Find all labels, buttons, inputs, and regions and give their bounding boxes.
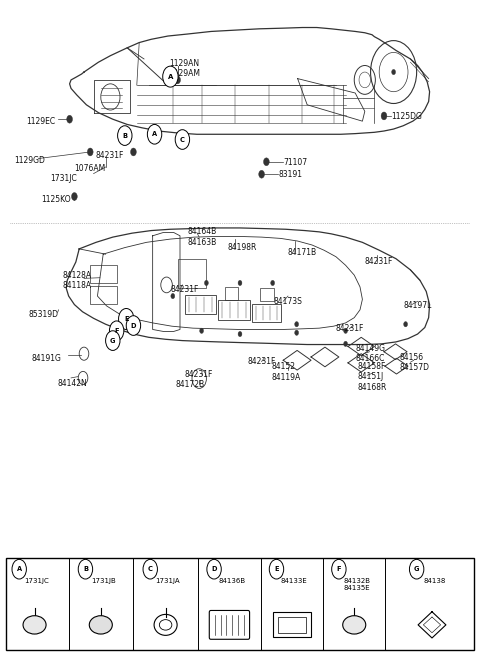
Circle shape	[126, 316, 141, 335]
Circle shape	[175, 130, 190, 149]
Circle shape	[132, 327, 136, 332]
Text: C: C	[148, 566, 153, 572]
Circle shape	[204, 280, 208, 286]
Circle shape	[143, 559, 157, 579]
Text: 84197L: 84197L	[403, 301, 432, 310]
Text: 1731JC: 1731JC	[24, 578, 49, 584]
Text: G: G	[110, 337, 116, 344]
Circle shape	[238, 331, 242, 337]
Circle shape	[264, 158, 269, 166]
Circle shape	[147, 124, 162, 144]
Circle shape	[344, 328, 348, 333]
Text: 84156
84157D: 84156 84157D	[399, 352, 429, 372]
Text: 84164B
84163B: 84164B 84163B	[187, 227, 216, 247]
Circle shape	[67, 115, 72, 123]
Text: A: A	[168, 73, 173, 80]
Text: 84231F: 84231F	[365, 257, 393, 267]
Circle shape	[238, 280, 242, 286]
Text: 83191: 83191	[278, 170, 302, 179]
Text: 84128A
84118A: 84128A 84118A	[62, 271, 92, 290]
Text: 84171B: 84171B	[288, 248, 317, 257]
Circle shape	[295, 330, 299, 335]
Circle shape	[269, 559, 284, 579]
Text: F: F	[114, 328, 119, 334]
Text: 84191G: 84191G	[31, 354, 61, 363]
Text: E: E	[124, 316, 129, 322]
Circle shape	[109, 321, 124, 341]
Text: 1129AN
1129AM: 1129AN 1129AM	[169, 59, 200, 79]
Text: 1125KO: 1125KO	[41, 195, 71, 204]
Text: 84231F: 84231F	[185, 370, 213, 379]
Text: A: A	[17, 566, 22, 572]
Text: 84142N: 84142N	[58, 379, 87, 388]
Circle shape	[12, 559, 26, 579]
Text: E: E	[274, 566, 279, 572]
Ellipse shape	[159, 620, 172, 630]
Text: 84198R: 84198R	[228, 243, 257, 252]
Text: 1125DG: 1125DG	[391, 112, 422, 121]
Text: 85319D: 85319D	[29, 310, 59, 319]
Text: 1129EC: 1129EC	[26, 117, 56, 126]
Text: F: F	[336, 566, 341, 572]
Circle shape	[207, 559, 221, 579]
Text: 1076AM: 1076AM	[74, 164, 106, 174]
Circle shape	[404, 322, 408, 327]
Text: 84149G
84166C: 84149G 84166C	[355, 344, 385, 364]
Text: 84231F: 84231F	[247, 357, 276, 366]
Text: 84231F: 84231F	[170, 285, 199, 294]
Text: 84172B: 84172B	[175, 380, 204, 389]
Text: D: D	[131, 322, 136, 329]
Circle shape	[259, 170, 264, 178]
Circle shape	[119, 309, 134, 329]
Text: 84173S: 84173S	[274, 297, 302, 306]
Text: 84133E: 84133E	[281, 578, 308, 584]
Text: 1731JA: 1731JA	[156, 578, 180, 584]
Circle shape	[295, 322, 299, 327]
Text: 84132B
84135E: 84132B 84135E	[343, 578, 370, 591]
Text: G: G	[414, 566, 420, 572]
Circle shape	[409, 559, 424, 579]
Circle shape	[87, 148, 93, 156]
Text: 1731JB: 1731JB	[91, 578, 116, 584]
Text: 84231F: 84231F	[336, 324, 364, 333]
Text: B: B	[122, 132, 127, 139]
Circle shape	[332, 559, 346, 579]
Text: D: D	[211, 566, 217, 572]
Circle shape	[381, 112, 387, 120]
Text: 1731JC: 1731JC	[50, 174, 77, 183]
Circle shape	[163, 66, 178, 87]
Text: 84231F: 84231F	[96, 151, 124, 160]
Ellipse shape	[343, 616, 366, 634]
Text: 84136B: 84136B	[218, 578, 245, 584]
Circle shape	[118, 126, 132, 145]
Circle shape	[344, 341, 348, 346]
Circle shape	[72, 193, 77, 200]
Text: A: A	[152, 131, 157, 138]
Text: B: B	[83, 566, 88, 572]
Circle shape	[200, 328, 204, 333]
Text: 84158F
84151J
84168R: 84158F 84151J 84168R	[358, 362, 387, 392]
Text: 71107: 71107	[283, 158, 307, 167]
Circle shape	[78, 559, 93, 579]
Circle shape	[171, 293, 175, 299]
Text: 1129GD: 1129GD	[14, 156, 45, 165]
Circle shape	[392, 69, 396, 75]
Text: C: C	[180, 136, 185, 143]
Text: 84152
84119A: 84152 84119A	[271, 362, 300, 382]
Circle shape	[271, 280, 275, 286]
Circle shape	[131, 148, 136, 156]
Text: 84138: 84138	[423, 578, 445, 584]
Circle shape	[106, 331, 120, 350]
Ellipse shape	[89, 616, 112, 634]
Circle shape	[175, 76, 180, 84]
Ellipse shape	[23, 616, 46, 634]
